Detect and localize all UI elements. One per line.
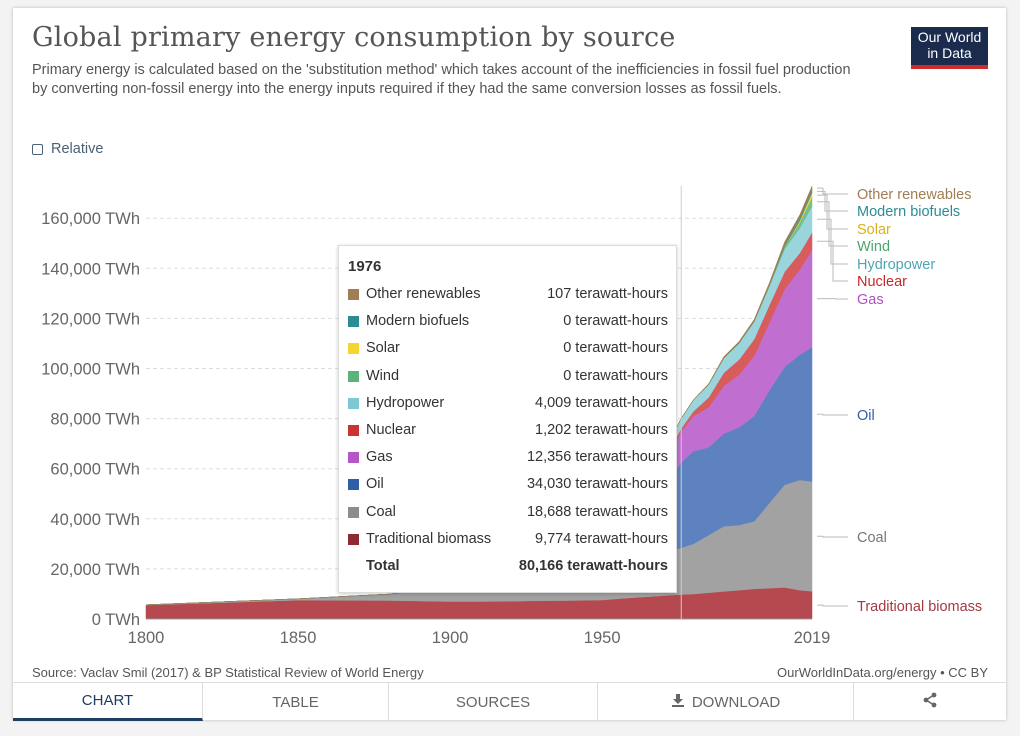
tooltip-row: Coal 18,688 terawatt-hours — [348, 502, 668, 522]
legend-label[interactable]: Wind — [857, 239, 890, 255]
tooltip-value: 9,774 terawatt-hours — [535, 530, 668, 547]
tooltip-value: 0 terawatt-hours — [563, 313, 668, 330]
tooltip-total-label: Total — [366, 558, 400, 574]
tooltip-label: Gas — [366, 449, 393, 466]
tooltip-row: Traditional biomass 9,774 terawatt-hours — [348, 529, 668, 549]
legend-label[interactable]: Coal — [857, 530, 887, 546]
chart-card: Global primary energy consumption by sou… — [13, 8, 1006, 721]
tooltip-row: Oil 34,030 terawatt-hours — [348, 474, 668, 494]
tooltip-swatch — [348, 479, 359, 491]
tooltip-label: Modern biofuels — [366, 313, 470, 330]
owid-logo[interactable]: Our World in Data — [911, 27, 988, 69]
y-tick-label: 20,000 TWh — [50, 561, 140, 579]
tooltip-row: Hydropower 4,009 terawatt-hours — [348, 393, 668, 413]
legend-label[interactable]: Hydropower — [857, 257, 935, 273]
tab-table-label: TABLE — [272, 693, 319, 711]
tooltip-total-value: 80,166 terawatt-hours — [518, 558, 668, 574]
x-tick-label: 1800 — [128, 629, 165, 647]
tooltip-value: 0 terawatt-hours — [563, 367, 668, 384]
legend-connector — [817, 201, 848, 247]
y-tick-label: 80,000 TWh — [50, 411, 140, 429]
tab-sources[interactable]: SOURCES — [389, 683, 598, 721]
y-tick-label: 160,000 TWh — [41, 210, 140, 228]
x-tick-label: 1850 — [280, 629, 317, 647]
tooltip-value: 34,030 terawatt-hours — [526, 476, 668, 493]
tooltip-swatch — [348, 316, 359, 328]
tooltip-swatch — [348, 343, 359, 355]
legend-label[interactable]: Traditional biomass — [857, 599, 982, 615]
legend-label[interactable]: Gas — [857, 292, 884, 308]
chart-subtitle: Primary energy is calculated based on th… — [32, 62, 851, 97]
tooltip-value: 0 terawatt-hours — [563, 340, 668, 357]
tab-download[interactable]: DOWNLOAD — [598, 683, 854, 721]
tooltip-row: Modern biofuels 0 terawatt-hours — [348, 311, 668, 331]
tooltip-row: Nuclear 1,202 terawatt-hours — [348, 420, 668, 440]
tab-sources-label: SOURCES — [455, 693, 531, 711]
tooltip-label: Hydropower — [366, 394, 445, 411]
tooltip-swatch — [348, 289, 359, 300]
tooltip-label: Oil — [366, 476, 384, 493]
y-tick-label: 0 TWh — [92, 611, 140, 629]
tab-share[interactable] — [854, 683, 1006, 721]
tooltip-swatch — [348, 425, 359, 436]
tooltip-value: 1,202 terawatt-hours — [535, 422, 668, 438]
tooltip-swatch — [348, 370, 359, 382]
tab-table[interactable]: TABLE — [203, 683, 389, 721]
share-icon — [922, 692, 938, 712]
legend-connector — [817, 413, 848, 416]
tooltip-label: Solar — [366, 340, 400, 357]
relative-label: Relative — [51, 141, 104, 157]
logo-line-2: in Data — [927, 45, 972, 61]
tooltip-row: Wind 0 terawatt-hours — [348, 366, 668, 386]
tooltip-swatch — [348, 452, 359, 464]
tooltip-label: Nuclear — [366, 422, 416, 438]
tooltip-swatch — [348, 506, 359, 518]
logo-line-1: Our World — [917, 29, 982, 45]
tab-bar: CHART TABLE SOURCES DOWNLOAD — [13, 682, 1006, 721]
tab-chart[interactable]: CHART — [13, 683, 203, 721]
download-icon — [671, 693, 685, 711]
tooltip-year: 1976 — [348, 258, 382, 275]
tooltip-row: Gas 12,356 terawatt-hours — [348, 447, 668, 467]
legend-label[interactable]: Modern biofuels — [857, 204, 960, 220]
tooltip-row: Other renewables 107 terawatt-hours — [348, 284, 668, 304]
tooltip-label: Coal — [366, 503, 396, 520]
y-tick-label: 100,000 TWh — [41, 361, 140, 379]
legend-label[interactable]: Oil — [857, 408, 875, 424]
y-tick-label: 140,000 TWh — [41, 260, 140, 278]
legend-connector — [817, 535, 848, 538]
y-tick-label: 40,000 TWh — [50, 511, 140, 529]
legend-connector — [817, 194, 848, 230]
tooltip-value: 4,009 terawatt-hours — [535, 394, 668, 411]
legend-connector — [817, 240, 848, 282]
y-tick-label: 60,000 TWh — [50, 461, 140, 479]
tooltip-label: Other renewables — [366, 286, 481, 302]
tooltip-value: 107 terawatt-hours — [547, 286, 668, 302]
tooltip-label: Traditional biomass — [366, 530, 492, 547]
y-tick-label: 120,000 TWh — [41, 310, 140, 328]
x-tick-label: 1950 — [584, 629, 621, 647]
legend-label[interactable]: Other renewables — [857, 187, 971, 203]
x-tick-label: 2019 — [794, 629, 831, 647]
tooltip-swatch — [348, 533, 359, 545]
credit-note[interactable]: OurWorldInData.org/energy • CC BY — [777, 665, 988, 680]
hover-tooltip: 1976 Other renewables 107 terawatt-hours… — [338, 245, 677, 593]
tab-chart-label: CHART — [81, 692, 134, 709]
relative-checkbox[interactable] — [32, 143, 43, 155]
tooltip-row: Solar 0 terawatt-hours — [348, 338, 668, 358]
legend-label[interactable]: Nuclear — [857, 274, 907, 290]
tooltip-value: 18,688 terawatt-hours — [526, 503, 668, 520]
chart-title: Global primary energy consumption by sou… — [32, 22, 676, 53]
relative-toggle[interactable]: Relative — [32, 141, 103, 157]
tooltip-value: 12,356 terawatt-hours — [526, 449, 668, 466]
tooltip-total-row: Total 80,166 terawatt-hours — [348, 556, 668, 576]
legend-label[interactable]: Solar — [857, 222, 891, 238]
source-note[interactable]: Source: Vaclav Smil (2017) & BP Statisti… — [32, 665, 424, 680]
tooltip-swatch — [348, 397, 359, 409]
x-tick-label: 1900 — [432, 629, 469, 647]
legend-connector — [817, 604, 848, 607]
tab-download-label: DOWNLOAD — [691, 693, 781, 711]
tooltip-label: Wind — [366, 367, 400, 384]
